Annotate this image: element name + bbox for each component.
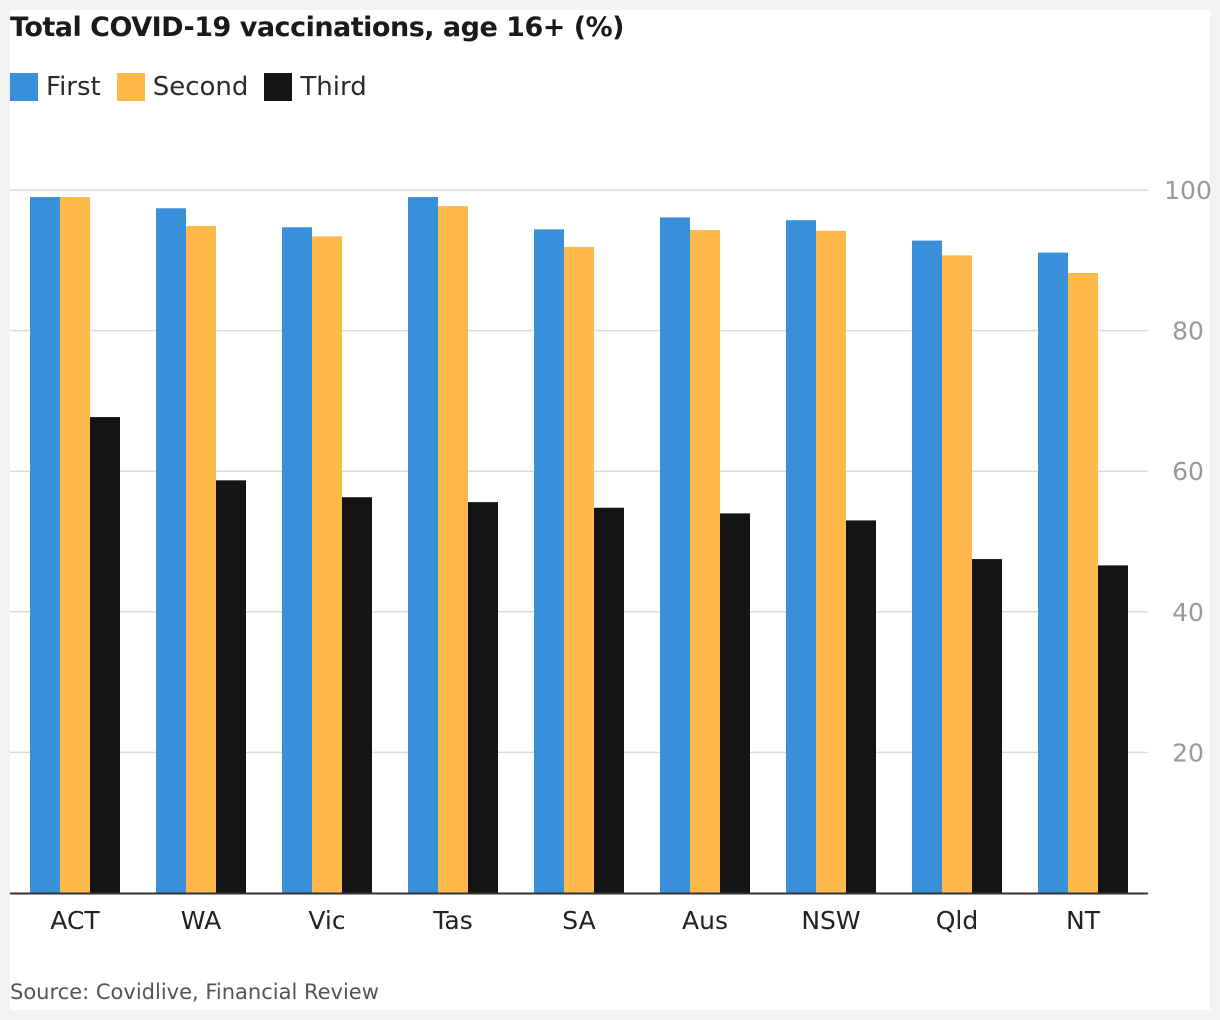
- x-tick-label-nt: NT: [1066, 906, 1101, 935]
- bar-aus-first: [660, 217, 690, 894]
- bar-act-second: [60, 197, 90, 893]
- legend-item-second: Second: [116, 72, 249, 102]
- bar-nt-second: [1068, 272, 1098, 894]
- bar-nsw-third: [846, 520, 876, 893]
- bar-tas-third: [468, 502, 498, 893]
- chart-source: Source: Covidlive, Financial Review: [10, 980, 379, 1004]
- y-tick-label-40: 40: [1172, 598, 1204, 627]
- legend-item-third: Third: [264, 72, 367, 102]
- x-tick-label-sa: SA: [562, 906, 595, 935]
- bar-sa-first: [534, 229, 564, 894]
- x-tick-label-aus: Aus: [682, 906, 728, 935]
- bar-sa-third: [594, 507, 624, 893]
- y-tick-label-100: 100: [1164, 176, 1212, 205]
- bar-tas-first: [408, 197, 438, 893]
- x-tick-label-qld: Qld: [936, 906, 979, 935]
- bar-qld-second: [942, 255, 972, 893]
- bar-qld-third: [972, 559, 1002, 893]
- bar-nsw-first: [786, 220, 816, 893]
- bar-nt-third: [1098, 565, 1128, 893]
- bar-nt-first: [1038, 252, 1068, 893]
- bar-vic-third: [342, 497, 372, 893]
- x-tick-label-wa: WA: [181, 906, 221, 935]
- legend-item-first: First: [10, 72, 101, 102]
- chart-legend: First Second Third: [10, 72, 383, 102]
- x-tick-label-tas: Tas: [432, 906, 472, 935]
- legend-swatch-third: [264, 73, 293, 101]
- bar-sa-second: [564, 246, 594, 893]
- y-tick-label-60: 60: [1172, 457, 1204, 486]
- y-tick-label-20: 20: [1172, 738, 1204, 767]
- bar-vic-first: [282, 227, 312, 893]
- bar-nsw-second: [816, 230, 846, 894]
- chart-title: Total COVID-19 vaccinations, age 16+ (%): [10, 12, 625, 43]
- bar-vic-second: [312, 236, 342, 893]
- legend-label-first: First: [46, 72, 101, 102]
- legend-label-second: Second: [152, 72, 249, 102]
- bar-tas-second: [438, 206, 468, 893]
- bar-wa-third: [216, 480, 246, 893]
- y-tick-label-80: 80: [1172, 317, 1204, 346]
- bar-qld-first: [912, 240, 942, 894]
- bar-wa-second: [186, 225, 216, 893]
- bar-aus-second: [690, 230, 720, 894]
- bar-wa-first: [156, 208, 186, 893]
- bar-act-third: [90, 417, 120, 893]
- legend-label-third: Third: [300, 72, 367, 102]
- x-tick-label-vic: Vic: [308, 906, 345, 935]
- legend-swatch-second: [116, 73, 145, 101]
- bar-act-first: [30, 197, 60, 893]
- x-tick-label-nsw: NSW: [801, 906, 860, 935]
- bar-aus-third: [720, 513, 750, 893]
- x-tick-label-act: ACT: [50, 906, 100, 935]
- legend-swatch-first: [10, 73, 38, 101]
